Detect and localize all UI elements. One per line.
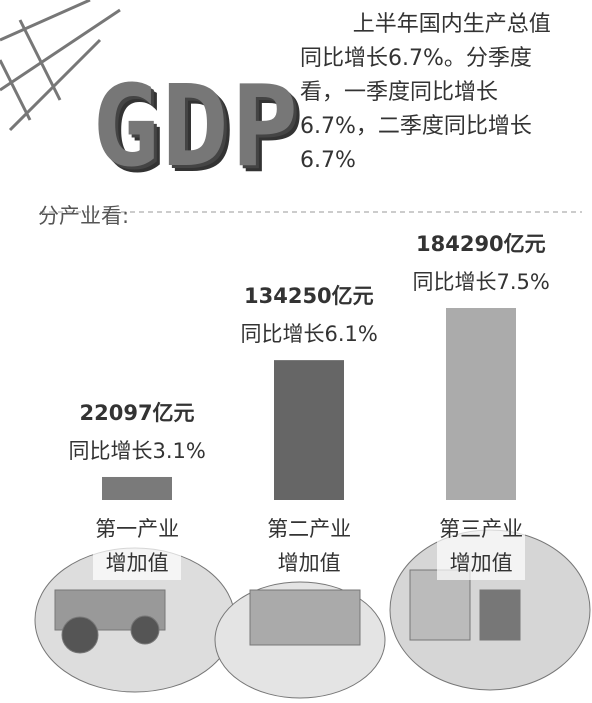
bar <box>446 308 516 500</box>
category-label: 第一产业增加值 <box>93 512 181 580</box>
annotation: 上半年国内生产总值同比增长6.7%。分季度看，一季度同比增长6.7%，二季度同比… <box>300 8 572 178</box>
subtitle: 分产业看: <box>38 200 129 230</box>
infographic: GDP 上半年国内生产总值同比增长6.7%。分季度看，一季度同比增长6.7%，二… <box>0 0 592 703</box>
category-label: 第二产业增加值 <box>265 512 353 580</box>
category-label: 第三产业增加值 <box>437 512 525 580</box>
bar <box>274 360 344 500</box>
growth-label: 同比增长6.1% <box>241 318 378 348</box>
value-label: 184290亿元 <box>416 228 546 258</box>
bar <box>102 477 172 500</box>
value-label: 134250亿元 <box>244 280 374 310</box>
growth-label: 同比增长7.5% <box>413 266 550 296</box>
chart-title: GDP <box>92 62 300 192</box>
value-label: 22097亿元 <box>80 397 195 427</box>
growth-label: 同比增长3.1% <box>69 435 206 465</box>
